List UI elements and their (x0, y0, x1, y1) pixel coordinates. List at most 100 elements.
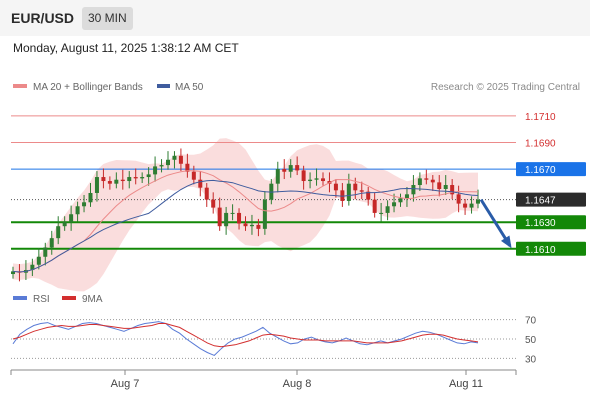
candle-body (172, 155, 177, 160)
candle-body (114, 179, 119, 184)
candle-body (443, 185, 448, 189)
candle-body (301, 170, 306, 182)
candle-body (120, 179, 125, 182)
ma50-legend-label: MA 50 (175, 82, 204, 93)
level-label-1-1670: 1.1670 (525, 165, 556, 176)
level-tag-1-1630 (516, 215, 586, 230)
research-credit: Research © 2025 Trading Central (431, 82, 580, 93)
ma20-line (12, 170, 479, 273)
candle-body (295, 165, 300, 171)
timeframe-badge[interactable]: 30 MIN (82, 7, 133, 30)
candle-body (359, 190, 364, 192)
candle-body (417, 178, 422, 186)
candle-body (392, 202, 397, 207)
instrument-name: EUR/USD (11, 10, 75, 26)
candle-body (204, 187, 209, 200)
rsi-ma-line (12, 323, 479, 348)
candle-body (94, 177, 99, 193)
candle-body (133, 177, 138, 179)
candle-body (379, 212, 384, 214)
level-tag-1-1670 (516, 162, 586, 177)
candle-body (127, 177, 132, 182)
ma50-line (12, 179, 479, 273)
candle-body (82, 202, 87, 207)
candle-body (372, 199, 377, 213)
candle-body (49, 238, 54, 248)
level-tag-1-1610 (516, 241, 586, 256)
rsi-plot: 70 50 30 (11, 316, 537, 365)
candle-body (308, 179, 313, 182)
candle-body (62, 222, 67, 227)
ma20-legend-label: MA 20 + Bollinger Bands (33, 82, 143, 93)
candle-body (146, 174, 151, 178)
rsi-legend-label: RSI (33, 294, 50, 305)
candle-body (404, 194, 409, 199)
candle-body (243, 223, 248, 227)
level-label-1-1710: 1.1710 (525, 112, 556, 123)
rsi-tick-label-30: 30 (525, 354, 537, 365)
forecast-arrow-shaft (479, 198, 512, 247)
candle-body (30, 264, 35, 271)
ma20-legend-swatch (13, 84, 27, 88)
candle-body (211, 199, 216, 208)
top-bar: EUR/USD 30 MIN (0, 0, 590, 36)
timestamp: Monday, August 11, 2025 1:38:12 AM CET (13, 41, 239, 55)
candle-body (256, 224, 261, 229)
ma50-legend-swatch (157, 84, 170, 88)
candle-body (185, 163, 190, 172)
candle-body (262, 199, 267, 229)
candle-body (476, 199, 480, 204)
candle-body (140, 177, 145, 179)
candle-body (340, 190, 345, 201)
rsi-legend: RSI 9MA (13, 294, 103, 305)
time-label-aug11: Aug 11 (449, 378, 483, 390)
candle-body (101, 177, 106, 182)
time-label-aug7: Aug 7 (111, 378, 140, 390)
candle-body (75, 206, 80, 215)
rsi-legend-swatch (13, 296, 27, 300)
candle-body (424, 178, 429, 180)
candle-body (314, 178, 319, 180)
level-label-1-1610: 1.1610 (525, 245, 556, 256)
candle-body (398, 198, 403, 203)
rsi-tick-label-50: 50 (525, 335, 537, 346)
bollinger-band (13, 138, 478, 292)
candle-body (237, 212, 242, 224)
candle-body (11, 271, 15, 275)
candle-body (224, 212, 229, 227)
candle-body (411, 185, 416, 195)
candle-body (346, 183, 351, 201)
candle-body (166, 159, 170, 166)
candle-body (249, 224, 254, 227)
candle-body (198, 179, 203, 188)
price-plot: 1.1710 1.1690 1.1670 1.1647 1.1630 1.1610 (11, 112, 586, 292)
candle-body (288, 165, 293, 172)
rsi-ma-legend-label: 9MA (82, 294, 103, 305)
candle-body (437, 182, 442, 189)
candle-body (282, 169, 287, 172)
candle-body (230, 212, 235, 214)
level-label-1-1630: 1.1630 (525, 218, 556, 229)
candle-body (463, 203, 468, 208)
time-axis: Aug 7 Aug 8 Aug 11 (10, 369, 517, 390)
candle-body (366, 191, 371, 200)
candle-body (353, 183, 358, 191)
candle-body (333, 183, 338, 191)
candle-body (153, 166, 158, 175)
candle-body (178, 155, 183, 164)
candle-body (469, 203, 474, 208)
rsi-ma-legend-swatch (62, 296, 76, 300)
candle-body (430, 179, 435, 183)
candle-body (88, 192, 93, 203)
rsi-tick-label-70: 70 (525, 316, 537, 327)
candle-body (191, 171, 196, 180)
level-tag-1-1647 (516, 192, 586, 207)
candle-body (56, 226, 61, 239)
candle-body (107, 181, 112, 184)
candle-body (275, 169, 280, 184)
candle-body (450, 185, 455, 195)
candle-body (36, 256, 41, 265)
rsi-line (12, 321, 479, 356)
candle-body (321, 178, 325, 182)
